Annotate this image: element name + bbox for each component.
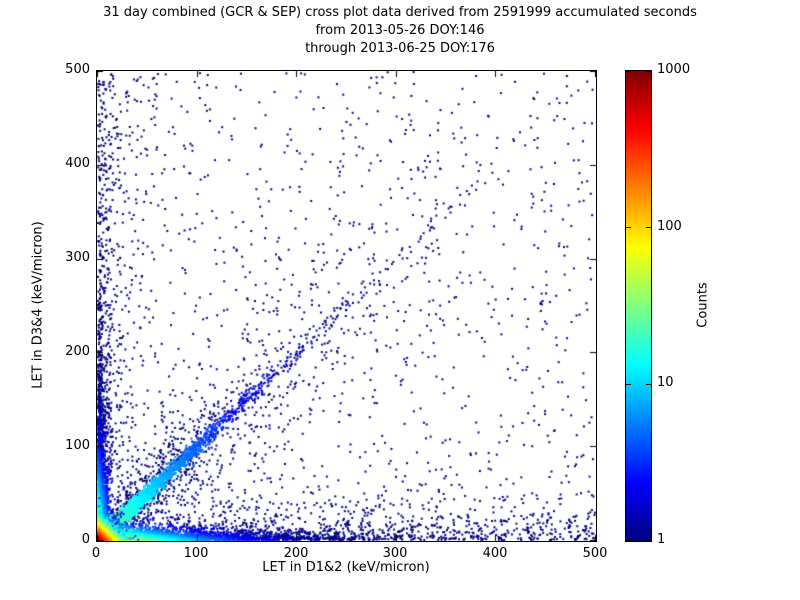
- colorbar: [625, 70, 652, 542]
- chart-subtitle-from: from 2013-05-26 DOY:146: [315, 23, 485, 38]
- scatter-canvas: [97, 71, 596, 541]
- colorbar-tick-label: 1000: [657, 62, 691, 77]
- y-axis-label: LET in D3&4 (keV/micron): [30, 221, 46, 389]
- chart-title: 31 day combined (GCR & SEP) cross plot d…: [103, 5, 697, 20]
- colorbar-tick-label: 100: [657, 219, 682, 234]
- colorbar-tick: [626, 71, 631, 72]
- x-tick-label: 300: [382, 546, 408, 561]
- y-tick-label: 400: [65, 156, 90, 171]
- x-axis-label: LET in D1&2 (keV/micron): [262, 560, 430, 575]
- y-tick-label: 200: [65, 344, 90, 359]
- colorbar-tick: [626, 227, 631, 228]
- y-tick-label: 100: [65, 438, 90, 453]
- colorbar-axis-label: Counts: [695, 282, 711, 328]
- x-tick-label: 200: [283, 546, 309, 561]
- y-tick-label: 500: [65, 62, 90, 77]
- chart-subtitle-through: through 2013-06-25 DOY:176: [305, 41, 495, 56]
- colorbar-tick: [626, 540, 631, 541]
- colorbar-tick: [646, 540, 651, 541]
- x-tick-label: 0: [91, 546, 101, 561]
- x-tick-label: 400: [482, 546, 508, 561]
- colorbar-tick-label: 1: [657, 532, 666, 547]
- y-tick-label: 0: [81, 532, 90, 547]
- colorbar-tick: [646, 71, 651, 72]
- colorbar-tick: [626, 384, 631, 385]
- x-tick-label: 500: [582, 546, 608, 561]
- colorbar-tick: [646, 384, 651, 385]
- plot-area: [96, 70, 597, 542]
- x-tick-label: 100: [183, 546, 209, 561]
- colorbar-tick: [646, 227, 651, 228]
- title-block: 31 day combined (GCR & SEP) cross plot d…: [0, 4, 800, 58]
- colorbar-tick-label: 10: [657, 375, 674, 390]
- y-tick-label: 300: [65, 250, 90, 265]
